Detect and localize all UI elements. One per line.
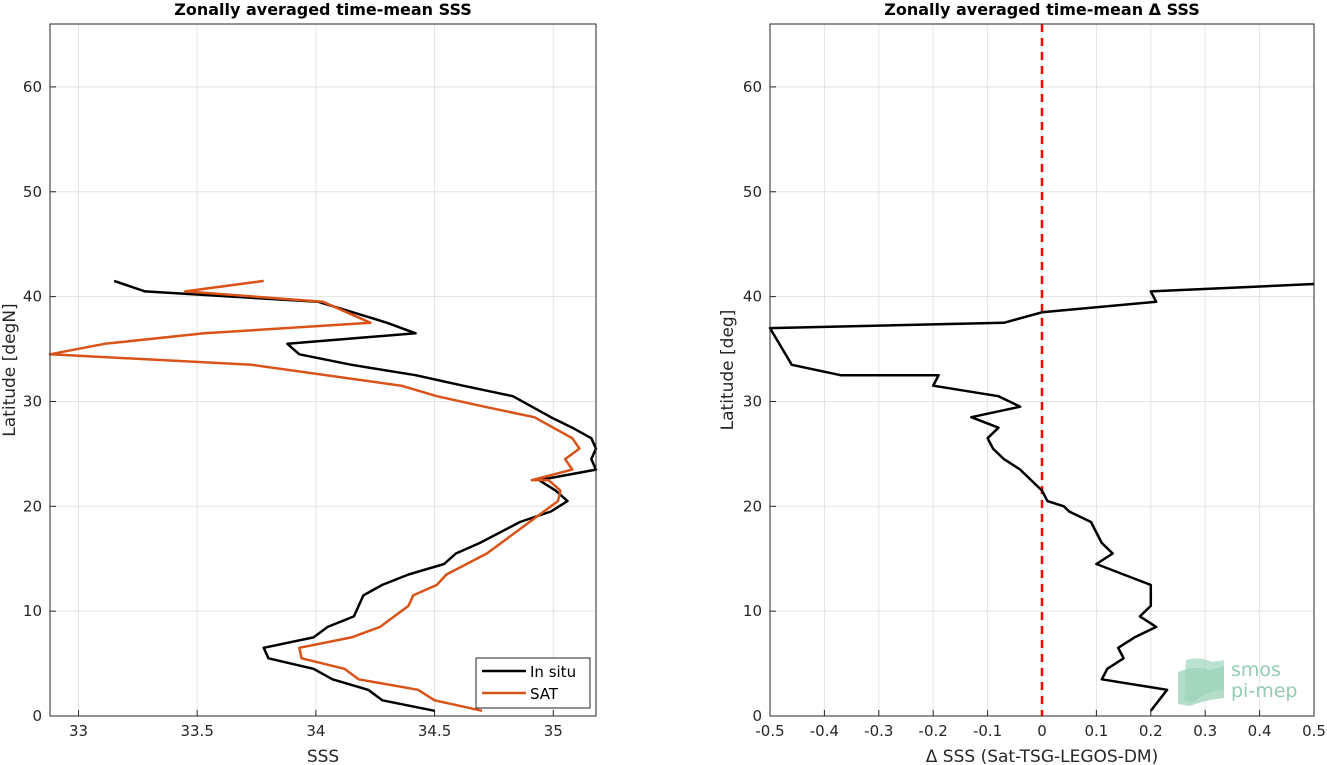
logo-wave-front bbox=[1184, 658, 1224, 702]
right-tick-labels: -0.5 -0.4 -0.3 -0.2 -0.1 0 0.1 0.2 0.3 0.4 0.5 0 10 2… bbox=[743, 78, 1326, 740]
left-y-axis-label: Latitude [degN] bbox=[0, 303, 20, 436]
left-x-axis-label: SSS bbox=[307, 747, 339, 765]
y-tick-label: 40 bbox=[743, 288, 762, 306]
x-tick-label: 0.1 bbox=[1084, 722, 1108, 740]
left-tick-labels: 33 33.5 34 34.5 35 0 10 20 30 40 50 60 bbox=[23, 78, 563, 740]
left-chart-title: Zonally averaged time-mean SSS bbox=[174, 0, 472, 19]
delta-sss-series-line bbox=[768, 282, 1315, 712]
legend-label-sat: SAT bbox=[530, 685, 559, 703]
sat-series-line bbox=[48, 279, 581, 713]
y-tick-label: 0 bbox=[32, 707, 42, 725]
y-tick-label: 10 bbox=[743, 602, 762, 620]
y-tick-label: 60 bbox=[23, 78, 42, 96]
y-tick-label: 20 bbox=[23, 497, 42, 515]
x-tick-label: 34 bbox=[306, 722, 325, 740]
y-tick-label: 30 bbox=[743, 392, 762, 410]
x-tick-label: -0.5 bbox=[755, 722, 784, 740]
y-tick-label: 50 bbox=[23, 183, 42, 201]
x-tick-label: 33.5 bbox=[180, 722, 213, 740]
y-tick-label: 20 bbox=[743, 497, 762, 515]
left-series bbox=[48, 279, 598, 713]
left-axes-frame bbox=[49, 23, 597, 717]
smos-pi-mep-logo: smos pi-mep bbox=[1178, 658, 1297, 706]
right-panel: -0.5 -0.4 -0.3 -0.2 -0.1 0 0.1 0.2 0.3 0.4 0.5 0 10 2… bbox=[718, 0, 1326, 765]
x-tick-label: 0 bbox=[1037, 722, 1047, 740]
left-plot-area bbox=[50, 24, 596, 716]
right-axes-frame bbox=[769, 23, 1315, 717]
x-tick-label: -0.3 bbox=[864, 722, 893, 740]
y-tick-label: 10 bbox=[23, 602, 42, 620]
right-y-axis-label: Latitude [deg] bbox=[718, 310, 738, 431]
y-tick-label: 40 bbox=[23, 288, 42, 306]
x-tick-label: 34.5 bbox=[418, 722, 451, 740]
legend: In situ SAT bbox=[475, 657, 591, 709]
y-tick-label: 30 bbox=[23, 392, 42, 410]
logo-text-pi-mep: pi-mep bbox=[1231, 680, 1297, 702]
x-tick-label: 35 bbox=[544, 722, 563, 740]
x-tick-label: -0.4 bbox=[810, 722, 839, 740]
logo-text-smos: smos bbox=[1231, 659, 1281, 681]
x-tick-label: -0.1 bbox=[973, 722, 1002, 740]
in-situ-series-line bbox=[113, 279, 598, 713]
x-tick-label: 0.5 bbox=[1302, 722, 1326, 740]
x-tick-label: 0.3 bbox=[1193, 722, 1217, 740]
y-tick-label: 50 bbox=[743, 183, 762, 201]
legend-box bbox=[475, 657, 591, 709]
x-tick-label: 33 bbox=[69, 722, 88, 740]
y-tick-label: 0 bbox=[752, 707, 762, 725]
y-tick-label: 60 bbox=[743, 78, 762, 96]
right-chart-title: Zonally averaged time-mean Δ SSS bbox=[884, 0, 1200, 19]
legend-label-in-situ: In situ bbox=[530, 663, 576, 681]
right-series bbox=[768, 24, 1315, 716]
left-panel: 33 33.5 34 34.5 35 0 10 20 30 40 50 60 Zonally aver… bbox=[0, 0, 598, 765]
right-x-axis-label: Δ SSS (Sat-TSG-LEGOS-DM) bbox=[926, 747, 1158, 765]
x-tick-label: 0.2 bbox=[1139, 722, 1163, 740]
x-tick-label: 0.4 bbox=[1248, 722, 1272, 740]
x-tick-label: -0.2 bbox=[919, 722, 948, 740]
